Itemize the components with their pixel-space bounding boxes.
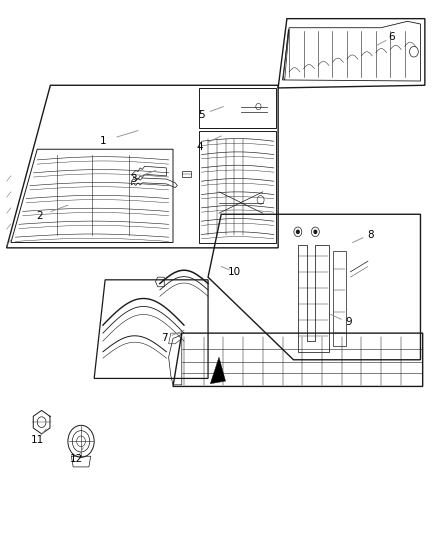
Text: 7: 7 bbox=[161, 334, 168, 343]
Text: 5: 5 bbox=[198, 110, 205, 119]
Text: 9: 9 bbox=[345, 318, 352, 327]
Text: 2: 2 bbox=[36, 211, 43, 221]
Text: 1: 1 bbox=[99, 136, 106, 146]
Text: 6: 6 bbox=[389, 33, 396, 42]
Text: 11: 11 bbox=[31, 435, 44, 445]
Text: 10: 10 bbox=[228, 267, 241, 277]
Polygon shape bbox=[210, 357, 226, 384]
Text: 4: 4 bbox=[196, 142, 203, 151]
Text: 8: 8 bbox=[367, 230, 374, 239]
Text: 12: 12 bbox=[70, 455, 83, 464]
Circle shape bbox=[314, 230, 317, 233]
Text: 3: 3 bbox=[130, 174, 137, 183]
Circle shape bbox=[297, 230, 299, 233]
